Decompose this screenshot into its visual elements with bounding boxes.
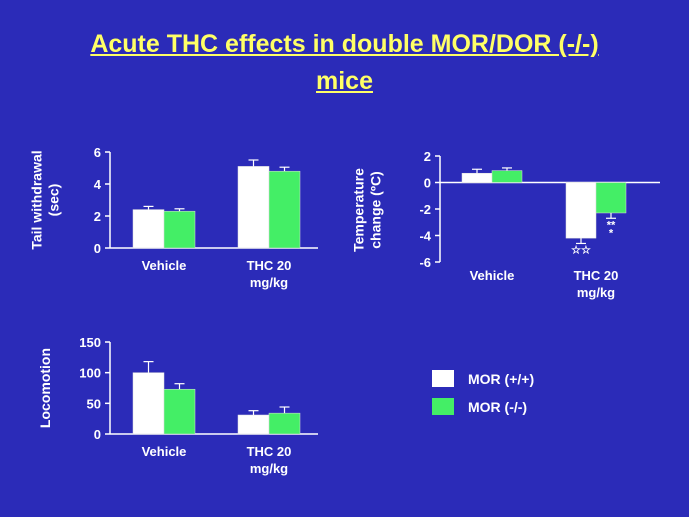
category-label: mg/kg [577, 285, 615, 300]
y-tick-label: -6 [419, 255, 431, 270]
chart-2: 2 0 -2 -4 -6 Temperature change (ºC) Vehicle THC… [351, 149, 660, 300]
category-label: THC 20 [574, 268, 619, 283]
category-label: Vehicle [142, 258, 187, 273]
category-label: THC 20 [247, 258, 292, 273]
legend: MOR (+/+) MOR (-/-) [432, 370, 534, 415]
slide-title-line-2: mice [316, 67, 373, 95]
y-axis-label: Locomotion [37, 348, 53, 428]
legend-label: MOR (-/-) [468, 399, 527, 415]
bar [132, 372, 165, 435]
bar [268, 412, 301, 435]
bar [491, 170, 523, 183]
y-tick-label: 2 [424, 149, 431, 164]
slide-title-line-1: Acute THC effects in double MOR/DOR (-/-… [90, 30, 599, 58]
y-tick-label: 50 [87, 396, 101, 411]
bar [565, 182, 597, 239]
bar [461, 172, 493, 183]
y-tick-label: 100 [79, 366, 101, 381]
category-label: THC 20 [247, 444, 292, 459]
bar [237, 166, 270, 249]
bar [268, 170, 301, 249]
category-label: mg/kg [250, 461, 288, 476]
bar [237, 414, 270, 435]
chart-1: 0 2 4 6 Tail withdrawal (sec) Vehicle THC 20 mg/… [29, 145, 318, 290]
significance-marker: ☆☆ [571, 244, 591, 256]
y-tick-label: 4 [94, 177, 102, 192]
y-axis-label: (sec) [46, 184, 62, 217]
y-tick-label: 6 [94, 145, 101, 160]
y-tick-label: 0 [424, 176, 431, 191]
y-axis-label: change (ºC) [368, 171, 384, 248]
slide-title: Acute THC effects in double MOR/DOR (-/-… [0, 26, 689, 100]
y-axis-label: Tail withdrawal [29, 150, 45, 249]
bar [595, 182, 627, 214]
y-tick-label: -4 [419, 229, 431, 244]
category-label: Vehicle [470, 268, 515, 283]
y-tick-label: -2 [419, 202, 431, 217]
bar [163, 210, 196, 249]
significance-marker: * [609, 227, 614, 239]
category-label: mg/kg [250, 275, 288, 290]
significance-marker: ** [607, 219, 616, 231]
bar [132, 209, 165, 249]
legend-swatch [432, 398, 454, 415]
y-axis-label: Temperature [351, 168, 367, 252]
bar [163, 388, 196, 435]
legend-label: MOR (+/+) [468, 371, 534, 387]
legend-swatch [432, 370, 454, 387]
y-tick-label: 150 [79, 335, 101, 350]
y-tick-label: 2 [94, 209, 101, 224]
y-tick-label: 0 [94, 427, 101, 442]
chart-3: 0 50 100 150 Locomotion Vehicle THC 20 mg/kg [37, 335, 318, 476]
y-tick-label: 0 [94, 241, 101, 256]
category-label: Vehicle [142, 444, 187, 459]
